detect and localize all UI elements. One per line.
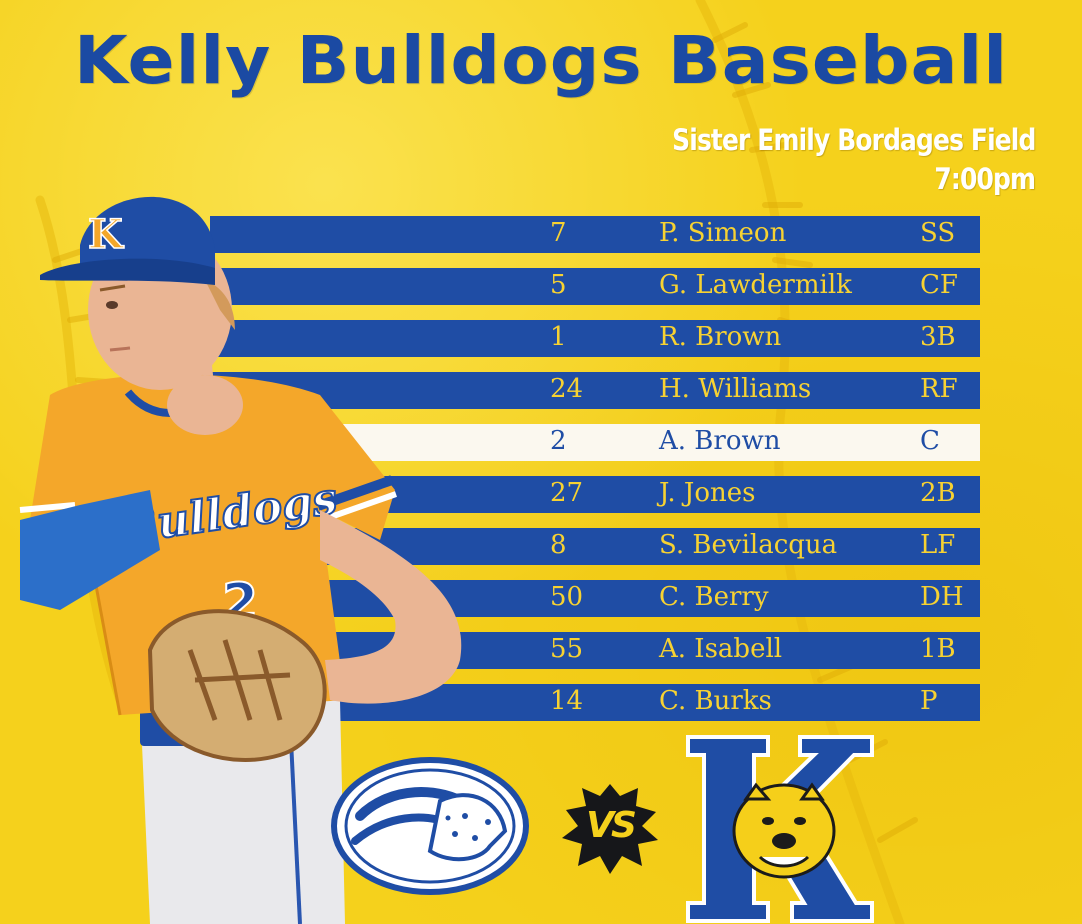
player-position: 1B bbox=[920, 634, 956, 664]
lineup-row: 24 H. Williams RF bbox=[210, 372, 980, 409]
player-position: SS bbox=[920, 218, 956, 248]
player-name: G. Lawdermilk bbox=[659, 270, 852, 300]
pitcher-photo: Bulldogs 2 K bbox=[19, 196, 462, 924]
lineup-row: 5 G. Lawdermilk CF bbox=[210, 268, 980, 305]
poster-title: Kelly Bulldogs Baseball bbox=[73, 22, 1009, 99]
player-position: P bbox=[920, 686, 938, 716]
player-name: J. Jones bbox=[659, 478, 756, 508]
lineup-row: 50 C. Berry DH bbox=[210, 580, 980, 617]
player-number: 7 bbox=[550, 218, 567, 248]
player-number: 55 bbox=[550, 634, 584, 664]
player-position: C bbox=[920, 426, 940, 456]
player-name: C. Burks bbox=[659, 686, 772, 716]
jaguar-logo bbox=[331, 757, 529, 895]
player-name: H. Williams bbox=[659, 374, 812, 404]
player-number: 1 bbox=[550, 322, 567, 352]
player-position: CF bbox=[920, 270, 958, 300]
player-name: S. Bevilacqua bbox=[659, 530, 838, 560]
player-position: LF bbox=[920, 530, 956, 560]
versus-badge: VS bbox=[560, 780, 660, 876]
player-name: C. Berry bbox=[659, 582, 769, 612]
player-number: 24 bbox=[550, 374, 584, 404]
venue-name: Sister Emily Bordages Field bbox=[671, 123, 1036, 157]
player-name: A. Brown bbox=[659, 426, 781, 456]
ink-splat-icon bbox=[562, 784, 658, 874]
player-name: P. Simeon bbox=[659, 218, 787, 248]
player-position: 3B bbox=[920, 322, 956, 352]
lineup-row: 1 R. Brown 3B bbox=[210, 320, 980, 357]
player-position: DH bbox=[920, 582, 964, 612]
baseball-cap: K bbox=[40, 196, 215, 285]
player-number: 2 bbox=[550, 426, 567, 456]
player-number: 50 bbox=[550, 582, 584, 612]
player-number: 14 bbox=[550, 686, 584, 716]
vs-label: VS bbox=[586, 805, 637, 846]
kelly-k-bulldog-logo bbox=[686, 735, 874, 923]
game-time: 7:00pm bbox=[934, 162, 1036, 196]
player-position: 2B bbox=[920, 478, 956, 508]
player-number: 27 bbox=[550, 478, 584, 508]
baseball-glove bbox=[147, 609, 327, 762]
lineup-row: 7 P. Simeon SS bbox=[210, 216, 980, 253]
player-number: 5 bbox=[550, 270, 567, 300]
cap-letter: K bbox=[88, 211, 124, 258]
player-position: RF bbox=[920, 374, 958, 404]
player-number: 8 bbox=[550, 530, 567, 560]
player-name: A. Isabell bbox=[659, 634, 783, 664]
player-name: R. Brown bbox=[659, 322, 782, 352]
